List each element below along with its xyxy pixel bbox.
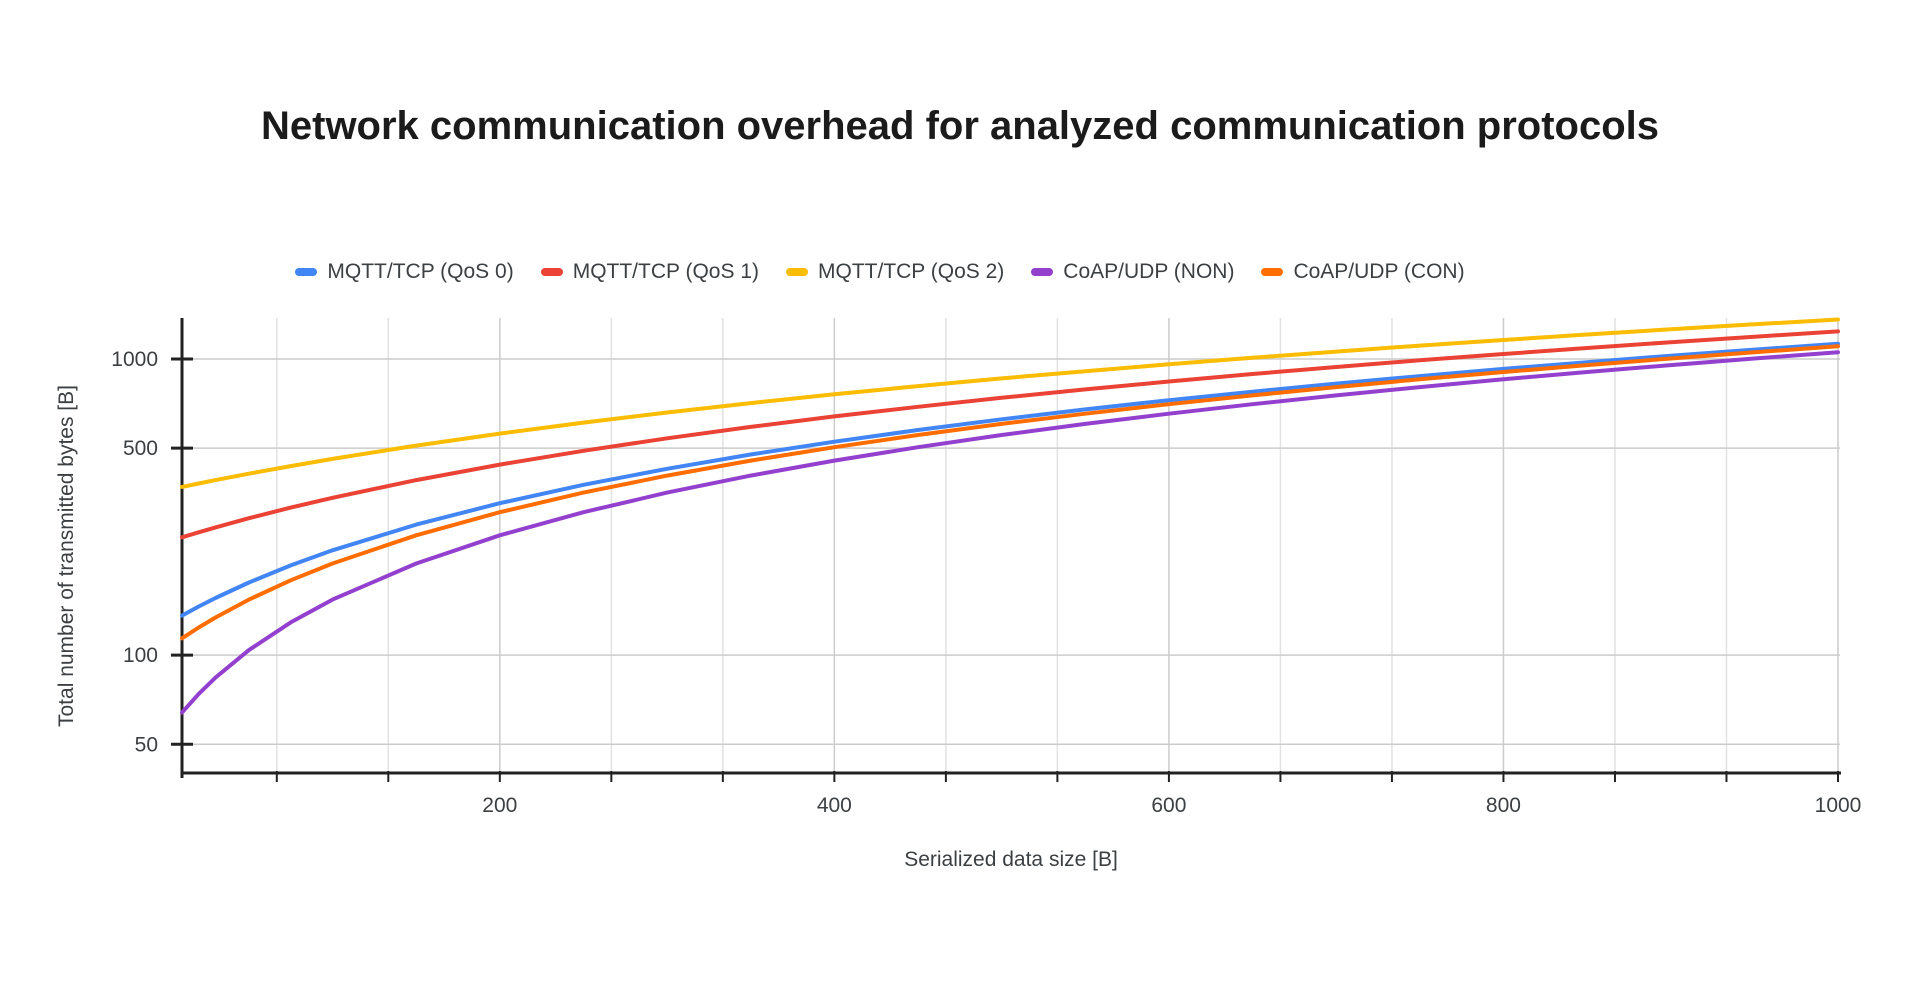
legend-label: MQTT/TCP (QoS 1): [572, 260, 759, 283]
chart-title: Network communication overhead for analy…: [260, 104, 1660, 148]
legend-swatch: [540, 268, 563, 276]
series-line-0: [180, 341, 1840, 618]
y-tick-label: 500: [123, 437, 158, 460]
x-tick-label: 400: [817, 794, 852, 817]
series-line-2: [180, 317, 1840, 489]
legend-label: MQTT/TCP (QoS 2): [818, 260, 1005, 283]
series-line-1: [180, 329, 1840, 540]
x-tick-label: 1000: [1815, 794, 1862, 817]
x-axis-title: Serialized data size [B]: [904, 848, 1118, 871]
y-tick-label: 100: [123, 644, 158, 667]
x-tick-label: 600: [1151, 794, 1186, 817]
legend-item: MQTT/TCP (QoS 2): [786, 260, 1004, 284]
x-tick-label: 200: [482, 794, 517, 817]
y-axis-title: Total number of transmitted bytes [B]: [55, 385, 78, 727]
legend-label: MQTT/TCP (QoS 0): [327, 260, 514, 283]
legend-swatch: [1261, 268, 1284, 276]
series-line-3: [180, 350, 1840, 715]
y-tick-label: 50: [135, 733, 158, 756]
legend-label: CoAP/UDP (CON): [1293, 260, 1465, 283]
legend-swatch: [295, 268, 318, 276]
y-tick-label: 1000: [111, 348, 158, 371]
series-line-4: [180, 344, 1840, 641]
legend-swatch: [786, 268, 808, 276]
legend: MQTT/TCP (QoS 0) MQTT/TCP (QoS 1) MQTT/TCP…: [0, 260, 1840, 284]
legend-item: CoAP/UDP (CON): [1261, 260, 1465, 284]
legend-label: CoAP/UDP (NON): [1063, 260, 1235, 283]
legend-item: MQTT/TCP (QoS 0): [295, 260, 514, 284]
x-tick-label: 800: [1486, 794, 1521, 817]
legend-item: CoAP/UDP (NON): [1031, 260, 1234, 284]
legend-item: MQTT/TCP (QoS 1): [540, 260, 759, 284]
legend-swatch: [1031, 268, 1054, 276]
